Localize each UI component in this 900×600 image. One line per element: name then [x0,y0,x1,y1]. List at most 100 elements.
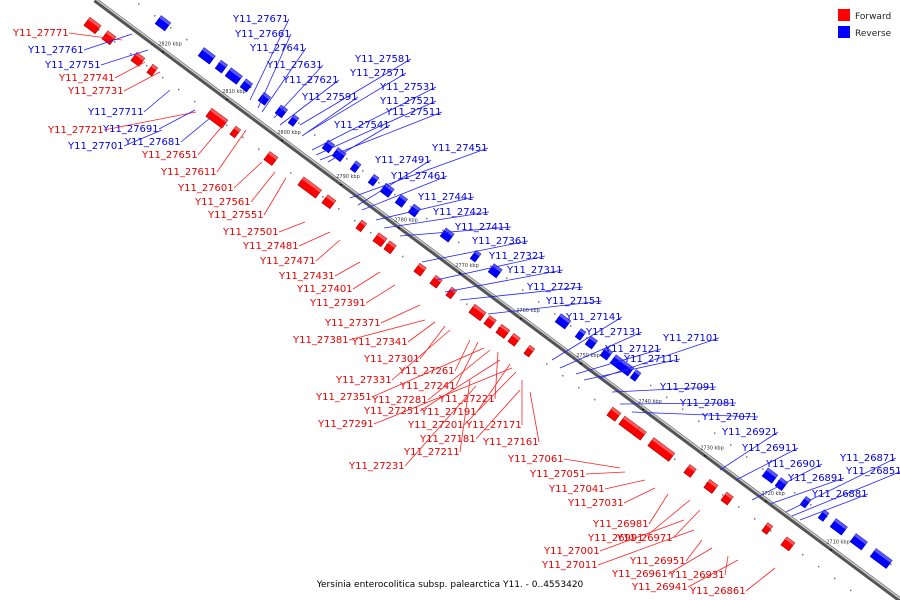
reverse-gene-label[interactable]: Y11_27491 [374,155,431,166]
reverse-gene-label[interactable]: Y11_27641 [249,43,306,54]
reverse-gene[interactable] [817,509,830,522]
forward-gene-label[interactable]: Y11_27481 [242,241,299,252]
forward-gene[interactable] [468,303,487,322]
forward-gene-label[interactable]: Y11_27201 [407,420,464,431]
forward-gene[interactable] [606,406,622,422]
forward-gene-label[interactable]: Y11_27061 [507,454,564,465]
forward-gene-label[interactable]: Y11_27471 [259,256,316,267]
reverse-gene-label[interactable]: Y11_27441 [417,192,474,203]
reverse-gene-label[interactable]: Y11_27271 [526,282,583,293]
forward-gene-label[interactable]: Y11_27611 [160,167,217,178]
reverse-gene-label[interactable]: Y11_27681 [124,137,181,148]
reverse-gene[interactable] [349,160,362,173]
forward-gene-label[interactable]: Y11_27221 [438,394,495,405]
forward-gene[interactable] [263,151,279,166]
reverse-gene-label[interactable]: Y11_27361 [471,236,528,247]
forward-gene-label[interactable]: Y11_27281 [371,395,428,406]
reverse-gene-label[interactable]: Y11_26901 [765,459,822,470]
reverse-gene-label[interactable]: Y11_27151 [545,296,602,307]
reverse-gene[interactable] [379,182,395,198]
forward-gene-label[interactable]: Y11_27341 [351,337,408,348]
forward-gene-label[interactable]: Y11_27381 [292,335,349,346]
forward-gene-label[interactable]: Y11_27041 [548,484,605,495]
reverse-gene[interactable] [367,173,380,187]
reverse-gene-label[interactable]: Y11_26881 [811,489,868,500]
reverse-gene-label[interactable]: Y11_27081 [679,398,736,409]
forward-gene-label[interactable]: Y11_26931 [668,570,725,581]
forward-gene[interactable] [101,30,117,46]
reverse-gene[interactable] [829,518,848,536]
forward-gene[interactable] [720,491,734,506]
forward-gene-label[interactable]: Y11_27741 [58,73,115,84]
forward-gene-label[interactable]: Y11_27241 [399,381,456,392]
forward-gene[interactable] [372,232,388,248]
reverse-gene[interactable] [869,548,893,569]
reverse-gene-label[interactable]: Y11_27111 [623,354,680,365]
reverse-gene-label[interactable]: Y11_27321 [488,251,545,262]
reverse-gene-label[interactable]: Y11_26851 [845,466,900,477]
forward-gene-label[interactable]: Y11_26991 [587,533,644,544]
legend-reverse[interactable]: Reverse [838,26,892,39]
reverse-gene[interactable] [154,15,172,32]
reverse-gene-label[interactable]: Y11_27671 [232,14,289,25]
forward-gene-label[interactable]: Y11_27031 [567,498,624,509]
forward-gene[interactable] [761,522,774,535]
forward-gene-label[interactable]: Y11_27231 [348,461,405,472]
forward-gene[interactable] [355,219,368,233]
reverse-gene[interactable] [574,328,587,341]
reverse-gene-label[interactable]: Y11_27761 [27,45,84,56]
reverse-gene[interactable] [469,249,482,263]
forward-gene[interactable] [205,107,229,129]
forward-gene-label[interactable]: Y11_26941 [631,582,688,593]
forward-gene-label[interactable]: Y11_27721 [47,125,104,136]
reverse-gene-label[interactable]: Y11_27571 [349,68,406,79]
forward-gene-label[interactable]: Y11_27211 [403,447,460,458]
forward-gene-label[interactable]: Y11_27731 [67,86,124,97]
forward-gene[interactable] [683,464,697,478]
forward-gene-label[interactable]: Y11_27501 [222,227,279,238]
forward-gene-label[interactable]: Y11_27431 [278,271,335,282]
reverse-gene-label[interactable]: Y11_27091 [659,382,716,393]
reverse-gene-label[interactable]: Y11_27711 [87,107,144,118]
reverse-gene[interactable] [849,533,868,551]
forward-gene-label[interactable]: Y11_27561 [194,197,251,208]
forward-gene[interactable] [483,315,497,329]
forward-gene-label[interactable]: Y11_26981 [592,519,649,530]
reverse-gene-label[interactable]: Y11_27411 [454,222,511,233]
reverse-gene[interactable] [287,114,300,127]
reverse-gene-label[interactable]: Y11_27141 [565,312,622,323]
reverse-gene[interactable] [629,369,642,382]
reverse-gene[interactable] [197,47,216,65]
forward-gene[interactable] [413,262,427,277]
reverse-gene-label[interactable]: Y11_26871 [839,453,896,464]
forward-gene[interactable] [647,437,676,462]
reverse-gene-label[interactable]: Y11_26891 [787,473,844,484]
forward-gene[interactable] [229,125,242,139]
forward-gene[interactable] [383,240,397,255]
forward-gene-label[interactable]: Y11_26861 [689,586,746,597]
reverse-gene-label[interactable]: Y11_27131 [585,327,642,338]
reverse-gene-label[interactable]: Y11_27311 [506,265,563,276]
forward-gene-label[interactable]: Y11_27301 [363,354,420,365]
forward-gene-label[interactable]: Y11_27771 [12,28,69,39]
forward-gene-label[interactable]: Y11_27191 [420,407,477,418]
reverse-gene-label[interactable]: Y11_27071 [701,412,758,423]
reverse-gene-label[interactable]: Y11_27631 [266,60,323,71]
forward-gene[interactable] [130,51,146,67]
reverse-gene-label[interactable]: Y11_27421 [432,207,489,218]
reverse-gene[interactable] [224,67,243,85]
forward-gene-label[interactable]: Y11_27261 [398,366,455,377]
reverse-gene[interactable] [599,346,613,361]
reverse-gene[interactable] [554,313,572,330]
reverse-gene[interactable] [394,194,408,208]
forward-gene-label[interactable]: Y11_26961 [611,569,668,580]
forward-gene[interactable] [429,274,443,289]
forward-gene[interactable] [297,176,322,199]
forward-gene-label[interactable]: Y11_27391 [309,298,366,309]
reverse-gene[interactable] [774,477,788,491]
reverse-gene-label[interactable]: Y11_27581 [354,54,411,65]
reverse-gene-label[interactable]: Y11_27621 [282,75,339,86]
forward-gene[interactable] [146,63,159,77]
forward-gene-label[interactable]: Y11_27291 [317,419,374,430]
reverse-gene-label[interactable]: Y11_27661 [234,29,291,40]
